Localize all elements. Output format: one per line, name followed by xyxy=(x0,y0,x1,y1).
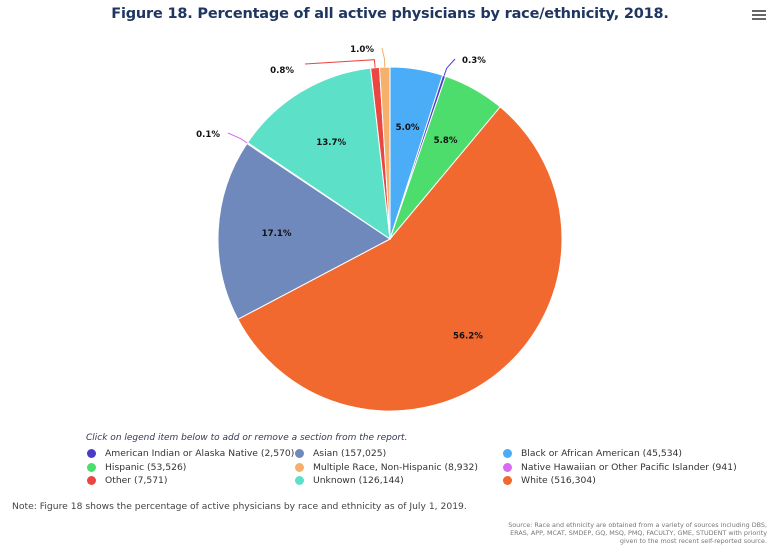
footnote: Note: Figure 18 shows the percentage of … xyxy=(12,501,467,512)
data-label-hispanic: 5.8% xyxy=(434,136,458,146)
legend-label: Asian (157,025) xyxy=(313,448,387,459)
legend-dot xyxy=(503,449,512,458)
data-label-native-hawaiian-or-other-pacific-islander: 0.1% xyxy=(196,130,220,140)
data-label-multiple-race-non-hispanic: 1.0% xyxy=(350,45,374,55)
legend-item-white[interactable]: White (516,304) xyxy=(503,475,596,486)
legend-dot xyxy=(503,476,512,485)
legend-item-black[interactable]: Black or African American (45,534) xyxy=(503,448,682,459)
connector-other xyxy=(304,59,376,68)
legend-label: Black or African American (45,534) xyxy=(521,448,683,459)
data-label-unknown: 13.7% xyxy=(316,138,346,148)
chart-title: Figure 18. Percentage of all active phys… xyxy=(111,6,669,22)
legend-dot xyxy=(295,476,304,485)
source-line: Source: Race and ethnicity are obtained … xyxy=(508,521,767,529)
source-note: Source: Race and ethnicity are obtained … xyxy=(507,521,767,546)
legend-label: White (516,304) xyxy=(521,475,596,486)
source-line: given to the most recent self-reported s… xyxy=(619,537,767,546)
pie-slice-white[interactable] xyxy=(237,106,563,412)
data-label-white: 56.2% xyxy=(453,331,483,341)
legend-item-other[interactable]: Other (7,571) xyxy=(87,475,167,486)
connector-native-hawaiian-or-other-pacific-islander xyxy=(227,132,248,144)
legend-item-native-hawaiian[interactable]: Native Hawaiian or Other Pacific Islande… xyxy=(503,462,737,473)
legend-label: Other (7,571) xyxy=(105,475,168,486)
legend-label: Native Hawaiian or Other Pacific Islande… xyxy=(521,461,737,473)
legend-dot xyxy=(87,476,96,485)
source-line: ERAS, APP, MCAT, SMDEP, GQ, MSQ, PMQ, FA… xyxy=(510,529,767,538)
connector-multiple-race-non-hispanic xyxy=(381,47,386,68)
legend-item-american-indian[interactable]: American Indian or Alaska Native (2,570) xyxy=(87,448,294,459)
legend-dot xyxy=(295,462,304,472)
legend-dot xyxy=(87,449,96,458)
pie-chart: 5.0% 0.3% 5.8% 56.2% 17.1% 0.1% 13.7% 0.8% 1.0% xyxy=(196,45,563,412)
legend-item-hispanic[interactable]: Hispanic (53,526) xyxy=(87,462,186,473)
legend-dot xyxy=(295,449,304,458)
legend-item-unknown[interactable]: Unknown (126,144) xyxy=(295,475,404,486)
pie-slice-unknown[interactable] xyxy=(246,67,391,241)
data-label-other: 0.8% xyxy=(270,66,294,76)
legend-item-asian[interactable]: Asian (157,025) xyxy=(295,448,386,459)
hamburger-menu-icon[interactable] xyxy=(752,8,766,22)
connector-american-indian-or-alaska-native xyxy=(443,58,456,76)
legend-label: Multiple Race, Non-Hispanic (8,932) xyxy=(313,461,478,473)
legend-label: Unknown (126,144) xyxy=(313,475,404,486)
legend-hint: Click on legend item below to add or rem… xyxy=(86,433,408,443)
data-label-american-indian-or-alaska-native: 0.3% xyxy=(462,56,486,66)
data-label-black-or-african-american: 5.0% xyxy=(396,123,420,133)
data-label-asian: 17.1% xyxy=(262,229,292,239)
legend-dot xyxy=(87,462,96,472)
legend-dot xyxy=(503,462,512,472)
legend-label: Hispanic (53,526) xyxy=(105,461,187,473)
legend-item-multiple-race[interactable]: Multiple Race, Non-Hispanic (8,932) xyxy=(295,462,478,473)
pie-slice-asian[interactable] xyxy=(217,142,391,320)
legend-label: American Indian or Alaska Native (2,570) xyxy=(105,448,295,459)
